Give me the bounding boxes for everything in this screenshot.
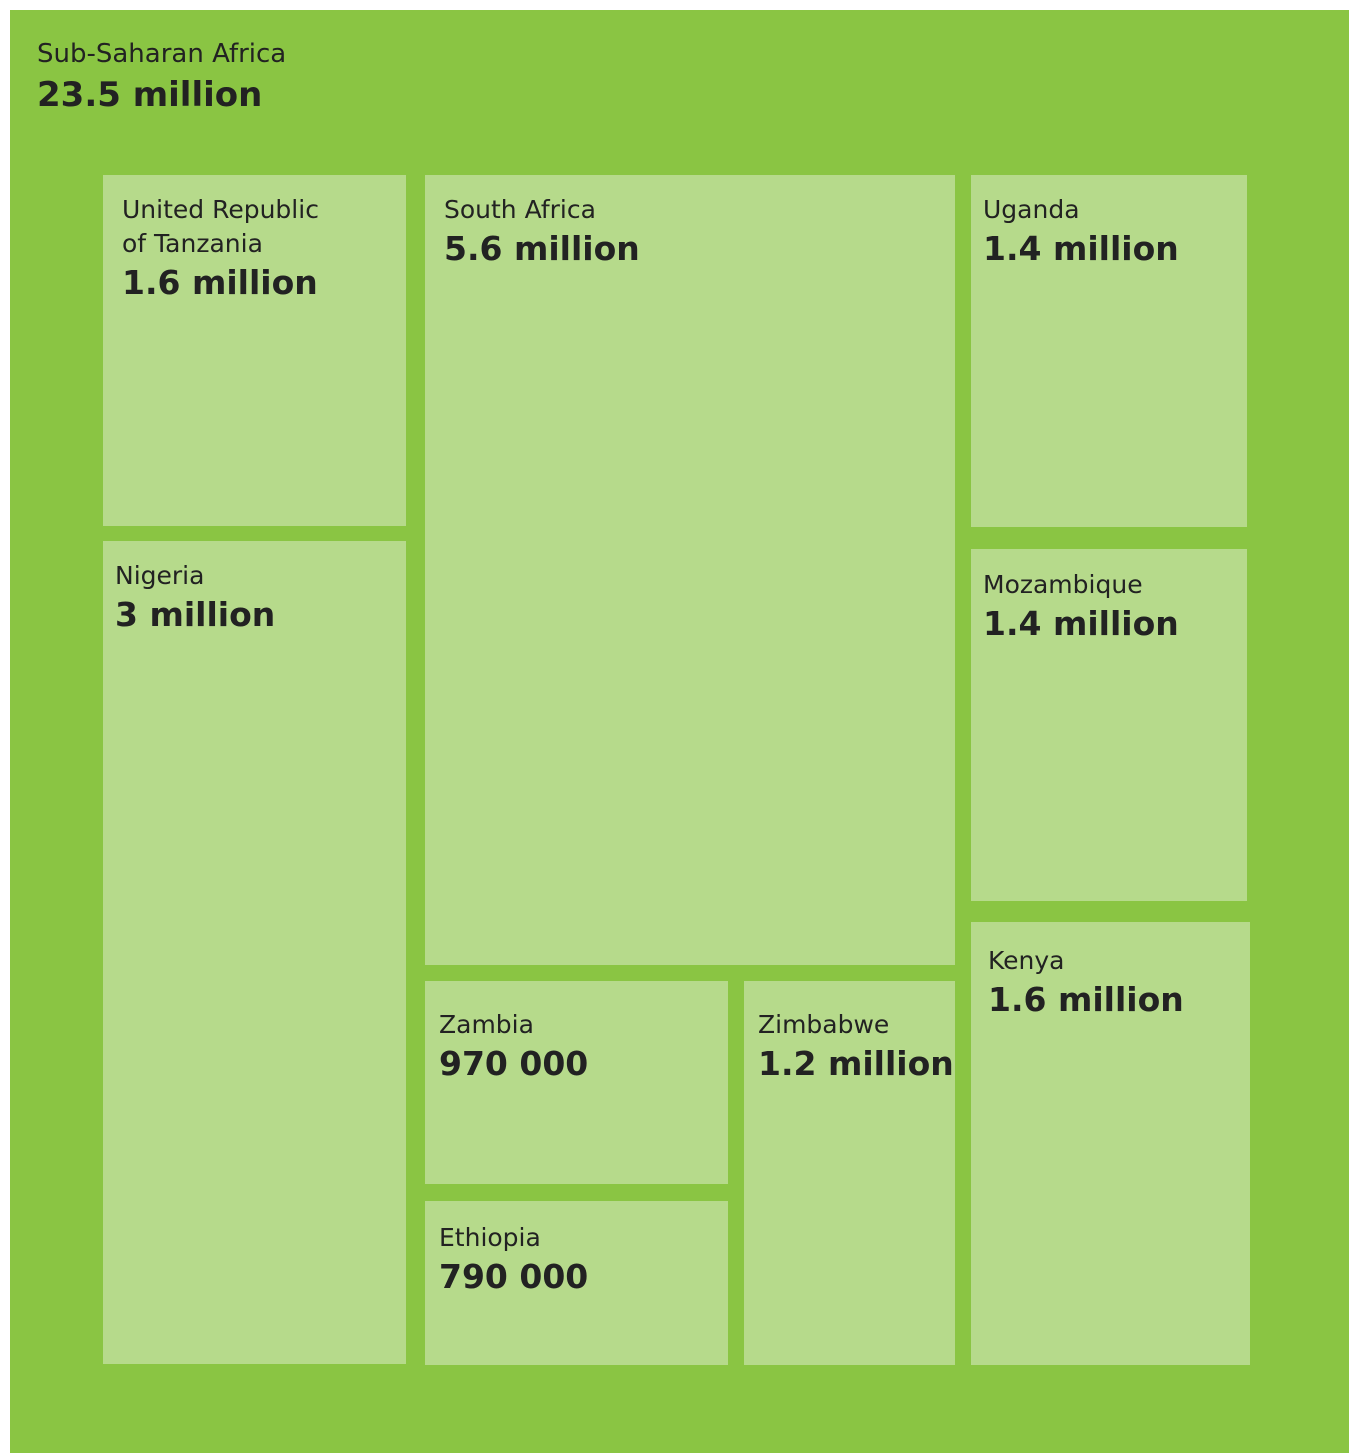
root-region-value: 23.5 million: [37, 75, 263, 115]
cell-name: Zambia: [439, 1010, 534, 1039]
cell-zambia: Zambia 970 000: [425, 981, 728, 1184]
cell-name: Mozambique: [983, 570, 1143, 599]
cell-name: Uganda: [983, 195, 1080, 224]
cell-zimbabwe: Zimbabwe 1.2 million: [744, 981, 955, 1365]
cell-ethiopia: Ethiopia 790 000: [425, 1201, 728, 1365]
cell-value: 1.2 million: [758, 1044, 954, 1083]
treemap-chart: Sub-Saharan Africa 23.5 million United R…: [10, 10, 1349, 1453]
root-region-name: Sub-Saharan Africa: [37, 39, 287, 69]
cell-uganda: Uganda 1.4 million: [971, 175, 1247, 527]
cell-name: South Africa: [444, 195, 596, 224]
cell-name: Nigeria: [115, 561, 205, 590]
cell-value: 1.6 million: [122, 263, 318, 302]
cell-tanzania: United Republic of Tanzania 1.6 million: [103, 175, 406, 526]
cell-name: Ethiopia: [439, 1223, 541, 1252]
cell-name: United Republic of Tanzania: [122, 195, 319, 258]
cell-value: 1.4 million: [983, 229, 1179, 268]
cell-nigeria: Nigeria 3 million: [103, 541, 406, 1364]
cell-value: 790 000: [439, 1257, 589, 1296]
cell-value: 970 000: [439, 1044, 589, 1083]
cell-kenya: Kenya 1.6 million: [971, 922, 1250, 1365]
cell-value: 1.4 million: [983, 604, 1179, 643]
cell-mozambique: Mozambique 1.4 million: [971, 549, 1247, 901]
cell-value: 5.6 million: [444, 229, 640, 268]
cell-south-africa: South Africa 5.6 million: [425, 175, 955, 965]
cell-value: 3 million: [115, 595, 276, 634]
cell-name: Kenya: [988, 946, 1065, 975]
cell-name: Zimbabwe: [758, 1010, 890, 1039]
cell-value: 1.6 million: [988, 980, 1184, 1019]
